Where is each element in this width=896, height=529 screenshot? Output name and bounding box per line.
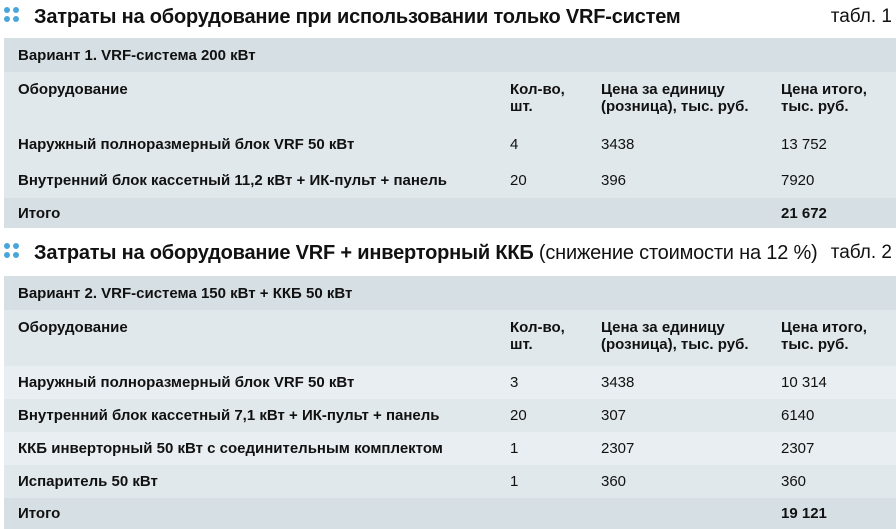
row-price: 2307 bbox=[601, 440, 635, 457]
header-band bbox=[4, 310, 896, 366]
row-price: 3438 bbox=[601, 374, 635, 391]
table-row: Внутренний блок кассетный 11,2 кВт + ИК-… bbox=[4, 164, 896, 198]
header-price-line1: Цена за единицу bbox=[601, 319, 725, 336]
total-row: Итого 21 672 bbox=[4, 198, 896, 228]
header-qty: Кол-во, шт. bbox=[510, 81, 565, 115]
row-total: 6140 bbox=[781, 407, 815, 424]
table1-title-row: Затраты на оборудование при использовани… bbox=[0, 0, 896, 34]
header-price-line1: Цена за единицу bbox=[601, 81, 725, 98]
row-equipment: Внутренний блок кассетный 11,2 кВт + ИК-… bbox=[18, 172, 448, 189]
header-qty-line1: Кол-во, bbox=[510, 81, 565, 98]
row-qty: 1 bbox=[510, 440, 519, 457]
row-total: 13 752 bbox=[781, 136, 827, 153]
table-row: Испаритель 50 кВт 1 360 360 bbox=[4, 465, 896, 498]
table2-number: табл. 2 bbox=[830, 242, 892, 263]
table1: Вариант 1. VRF-система 200 кВт Оборудова… bbox=[4, 38, 896, 228]
header-price: Цена за единицу (розница), тыс. руб. bbox=[601, 81, 749, 115]
header-total-line2: тыс. руб. bbox=[781, 336, 849, 353]
variant-band bbox=[4, 276, 896, 310]
header-price-line2: (розница), тыс. руб. bbox=[601, 336, 749, 353]
row-price: 307 bbox=[601, 407, 627, 424]
table1-title: Затраты на оборудование при использовани… bbox=[34, 5, 681, 28]
header-qty: Кол-во, шт. bbox=[510, 319, 565, 353]
table1-variant: Вариант 1. VRF-система 200 кВт bbox=[18, 47, 256, 64]
header-total-line2: тыс. руб. bbox=[781, 98, 849, 115]
header-equipment: Оборудование bbox=[18, 319, 128, 336]
header-price-line2: (розница), тыс. руб. bbox=[601, 98, 749, 115]
row-total: 7920 bbox=[781, 172, 815, 189]
table2: Вариант 2. VRF-система 150 кВт + ККБ 50 … bbox=[4, 276, 896, 529]
row-equipment: Испаритель 50 кВт bbox=[18, 473, 158, 490]
row-total: 360 bbox=[781, 473, 807, 490]
table2-title-note: (снижение стоимости на 12 %) bbox=[533, 241, 818, 264]
header-band bbox=[4, 72, 896, 164]
bullet-dots-icon bbox=[4, 243, 24, 263]
row-qty: 3 bbox=[510, 374, 519, 391]
table-row: Наружный полноразмерный блок VRF 50 кВт … bbox=[4, 366, 896, 399]
table2-title-bold: Затраты на оборудование VRF + инверторны… bbox=[34, 241, 534, 264]
row-equipment: ККБ инверторный 50 кВт с соединительным … bbox=[18, 440, 443, 457]
row-total: 2307 bbox=[781, 440, 815, 457]
table2-title-row: Затраты на оборудование VRF + инверторны… bbox=[0, 236, 896, 270]
bullet-dots-icon bbox=[4, 7, 24, 27]
row-qty: 1 bbox=[510, 473, 519, 490]
row-qty: 20 bbox=[510, 407, 527, 424]
total-label: Итого bbox=[18, 505, 61, 522]
header-equipment: Оборудование bbox=[18, 81, 128, 98]
header-total-line1: Цена итого, bbox=[781, 81, 867, 98]
table-row: Внутренний блок кассетный 7,1 кВт + ИК-п… bbox=[4, 399, 896, 432]
row-equipment: Внутренний блок кассетный 7,1 кВт + ИК-п… bbox=[18, 407, 440, 424]
table1-number: табл. 1 bbox=[830, 6, 892, 27]
row-qty: 20 bbox=[510, 172, 527, 189]
header-total: Цена итого, тыс. руб. bbox=[781, 81, 867, 115]
row-price: 3438 bbox=[601, 136, 635, 153]
header-qty-line2: шт. bbox=[510, 98, 533, 115]
table2-title: Затраты на оборудование VRF + инверторны… bbox=[34, 242, 818, 265]
header-price: Цена за единицу (розница), тыс. руб. bbox=[601, 319, 749, 353]
row-price: 396 bbox=[601, 172, 627, 189]
row-equipment: Наружный полноразмерный блок VRF 50 кВт bbox=[18, 374, 355, 391]
row-price: 360 bbox=[601, 473, 627, 490]
total-value: 19 121 bbox=[781, 505, 827, 522]
header-total-line1: Цена итого, bbox=[781, 319, 867, 336]
table-row: ККБ инверторный 50 кВт с соединительным … bbox=[4, 432, 896, 465]
total-label: Итого bbox=[18, 205, 61, 222]
header-qty-line1: Кол-во, bbox=[510, 319, 565, 336]
header-total: Цена итого, тыс. руб. bbox=[781, 319, 867, 353]
header-qty-line2: шт. bbox=[510, 336, 533, 353]
row-qty: 4 bbox=[510, 136, 519, 153]
table2-variant: Вариант 2. VRF-система 150 кВт + ККБ 50 … bbox=[18, 285, 353, 302]
row-total: 10 314 bbox=[781, 374, 827, 391]
total-value: 21 672 bbox=[781, 205, 827, 222]
total-row: Итого 19 121 bbox=[4, 498, 896, 529]
variant-band bbox=[4, 38, 896, 72]
row-equipment: Наружный полноразмерный блок VRF 50 кВт bbox=[18, 136, 355, 153]
